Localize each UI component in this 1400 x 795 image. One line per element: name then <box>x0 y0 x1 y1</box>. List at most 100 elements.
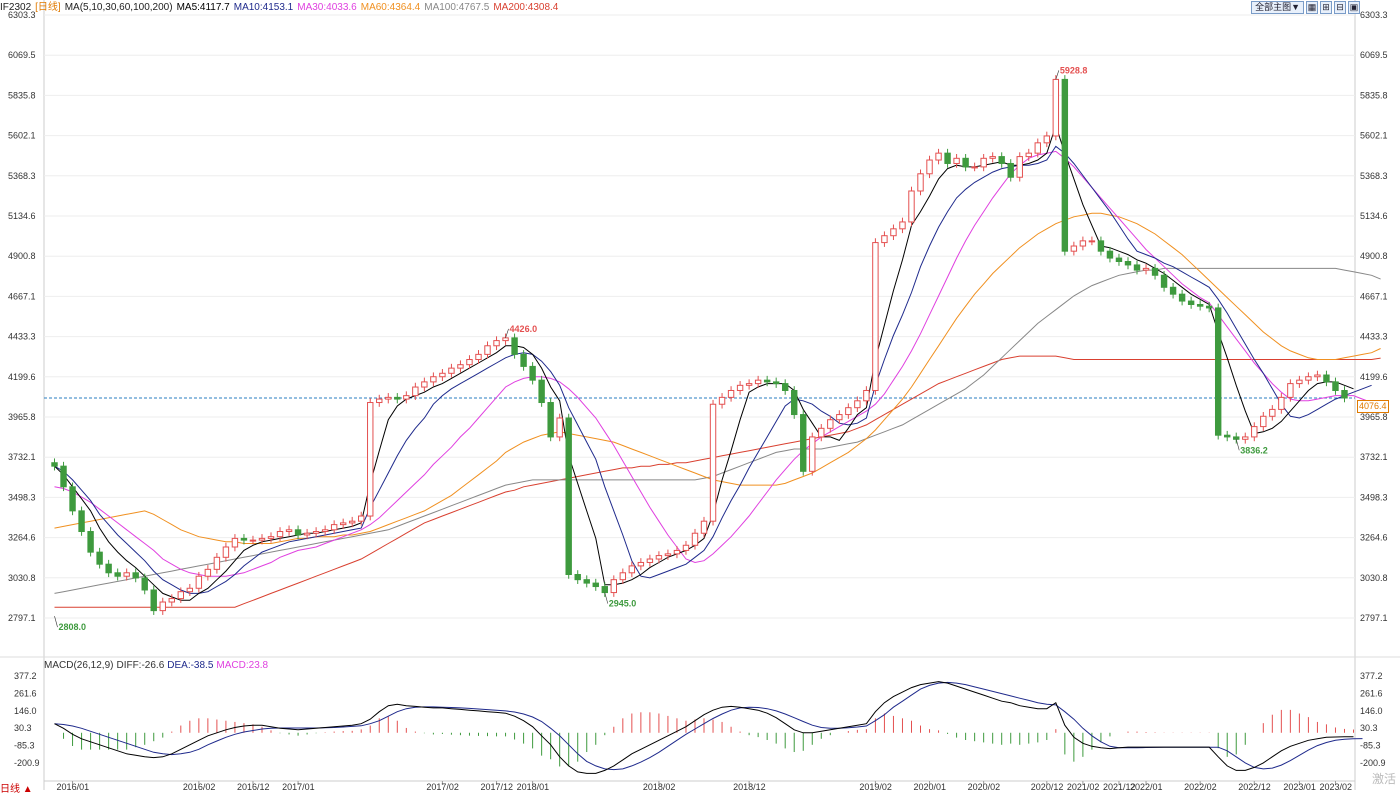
candle-body <box>493 340 500 347</box>
candle-body <box>1305 376 1312 381</box>
price-y-tick-left: 4900.8 <box>8 251 36 261</box>
price-y-tick-right: 5134.6 <box>1360 211 1388 221</box>
candle-body <box>1251 426 1258 438</box>
annotation-pointer <box>604 592 609 604</box>
candle-body <box>1205 305 1213 309</box>
period-label: [日线] <box>35 2 61 13</box>
candle-body <box>890 228 897 237</box>
price-y-tick-left: 6303.3 <box>8 10 36 20</box>
ma100-line <box>54 267 1381 594</box>
x-tick-label: 2019/02 <box>859 782 892 790</box>
watermark: 激活 <box>1372 772 1397 786</box>
macd-diff: DIFF:-26.6 <box>116 660 165 671</box>
candle-body <box>601 586 608 594</box>
annotation-pointer <box>505 328 509 338</box>
ma200-value: MA200:4308.4 <box>493 2 559 13</box>
zoom-out-icon[interactable]: ⊟ <box>1334 1 1346 14</box>
macd-y-tick-left: 146.0 <box>14 706 37 716</box>
candle-body <box>556 417 563 438</box>
price-y-tick-right: 5368.3 <box>1360 171 1388 181</box>
macd-y-tick-right: -200.9 <box>1360 758 1386 768</box>
candle-body <box>96 551 103 565</box>
ma10-value: MA10:4153.1 <box>233 2 294 13</box>
x-tick-label: 2022/12 <box>1238 782 1271 790</box>
candle-body <box>1034 142 1041 154</box>
candle-body <box>1070 245 1078 252</box>
candle-body <box>682 544 690 551</box>
price-y-tick-right: 5835.8 <box>1360 90 1388 100</box>
chart-toolbar: 全部主图▼ ▦ ⊞ ⊟ ▣ <box>1251 1 1360 14</box>
candle-body <box>204 568 212 577</box>
candle-body <box>87 531 94 553</box>
price-y-tick-left: 3965.8 <box>8 412 36 422</box>
candle-body <box>781 383 789 391</box>
main-chart-select[interactable]: 全部主图▼ <box>1251 1 1304 14</box>
candle-body <box>845 407 852 416</box>
annotation-label: 2945.0 <box>609 599 637 609</box>
candle-body <box>511 337 518 355</box>
candle-body <box>1224 434 1231 438</box>
x-tick-label: 2016/12 <box>237 782 270 790</box>
candle-body <box>962 157 969 168</box>
candle-body <box>69 486 76 512</box>
macd-label: MACD(26,12,9) <box>44 660 114 671</box>
candle-body <box>809 436 816 472</box>
candle-body <box>800 414 807 472</box>
macd-y-tick-right: 377.2 <box>1360 671 1383 681</box>
candle-body <box>466 359 473 366</box>
zoom-in-icon[interactable]: ⊞ <box>1320 1 1332 14</box>
candle-body <box>475 353 482 361</box>
annotation-label: 2808.0 <box>59 622 87 632</box>
x-tick-label: 2021/02 <box>1067 782 1100 790</box>
candle-body <box>1088 240 1096 243</box>
indicator-header: IF2302 [日线] MA(5,10,30,60,100,200) MA5:4117… <box>0 1 562 15</box>
candle-body <box>1007 162 1014 178</box>
macd-dea-line <box>54 681 1363 771</box>
candle-body <box>1016 156 1023 178</box>
candle-body <box>664 553 672 557</box>
candle-body <box>267 536 275 539</box>
candle-body <box>385 396 392 400</box>
candle-body <box>312 531 320 534</box>
candle-body <box>1341 389 1348 399</box>
candle-body <box>818 427 825 438</box>
annotation-label: 3836.2 <box>1240 445 1268 455</box>
candle-body <box>655 555 663 560</box>
candle-body <box>430 376 437 383</box>
macd-y-tick-left: 30.3 <box>14 723 32 733</box>
candle-body <box>114 572 121 577</box>
price-y-tick-left: 3030.8 <box>8 573 36 583</box>
current-price-tag: 4076.4 <box>1357 400 1389 413</box>
candle-body <box>971 166 978 169</box>
x-tick-label: 2016/01 <box>57 782 90 790</box>
candle-body <box>321 529 329 533</box>
candle-body <box>1151 267 1159 276</box>
price-y-tick-right: 4667.1 <box>1360 291 1388 301</box>
macd-diff-line <box>54 681 1354 774</box>
candle-body <box>60 465 67 488</box>
candle-body <box>592 582 599 588</box>
x-tick-label: 2017/01 <box>282 782 315 790</box>
candle-body <box>1314 374 1321 378</box>
candle-body <box>520 353 527 367</box>
candle-body <box>1097 240 1105 252</box>
candle-body <box>827 419 834 429</box>
macd-y-tick-right: 146.0 <box>1360 706 1383 716</box>
candle-body <box>141 577 148 591</box>
macd-y-tick-left: -85.3 <box>14 741 35 751</box>
ma100-value: MA100:4767.5 <box>424 2 490 13</box>
annotation-pointer <box>1235 439 1240 451</box>
candle-body <box>123 572 130 577</box>
candle-body <box>1043 135 1051 144</box>
layout-grid-icon[interactable]: ▦ <box>1306 1 1318 14</box>
macd-y-tick-left: -200.9 <box>14 758 40 768</box>
candle-body <box>1169 286 1177 295</box>
candle-body <box>673 549 681 555</box>
candle-body <box>376 398 383 404</box>
candle-body <box>944 152 951 164</box>
settings-icon[interactable]: ▣ <box>1348 1 1360 14</box>
candle-body <box>619 572 627 581</box>
candle-body <box>899 221 906 230</box>
annotation-label: 4426.0 <box>510 324 538 334</box>
candle-body <box>177 591 185 600</box>
